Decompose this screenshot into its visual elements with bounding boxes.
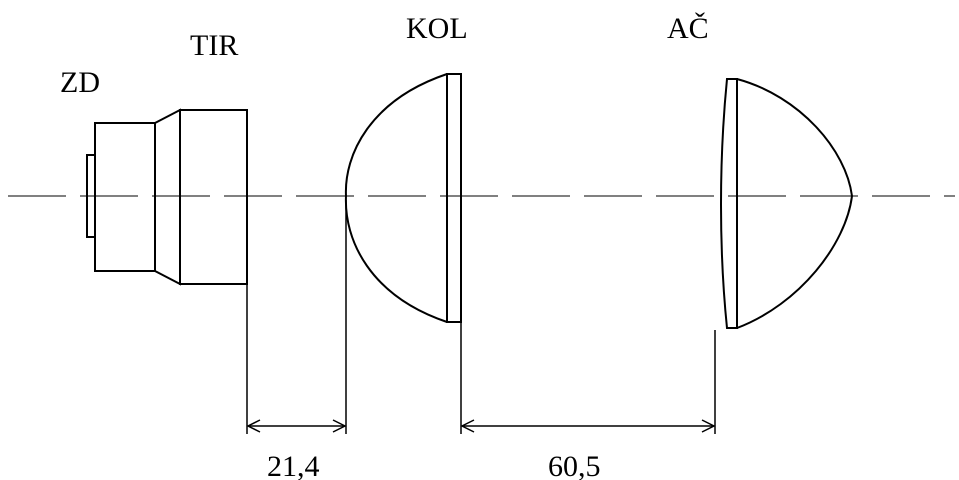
arrowhead-right bbox=[701, 419, 716, 433]
kol-flange bbox=[446, 73, 462, 323]
arrowhead-left bbox=[460, 419, 475, 433]
tir-body bbox=[179, 109, 248, 285]
zd-taper bbox=[154, 108, 181, 286]
label-zd: ZD bbox=[60, 66, 100, 99]
ac-convex-surface bbox=[736, 78, 854, 329]
label-ac: AČ bbox=[667, 12, 709, 45]
dimension-value-tir-kol: 21,4 bbox=[267, 450, 320, 480]
arrowhead-right bbox=[332, 419, 347, 433]
label-kol: KOL bbox=[406, 12, 468, 45]
dimension-line-tir-kol bbox=[246, 419, 347, 433]
arrowhead-left bbox=[246, 419, 261, 433]
zd-component bbox=[86, 108, 181, 286]
dimension-value-kol-ac: 60,5 bbox=[548, 450, 601, 480]
kol-convex-surface bbox=[344, 73, 448, 323]
label-tir: TIR bbox=[190, 29, 238, 62]
kol-lens bbox=[344, 73, 462, 323]
ac-lens bbox=[720, 78, 854, 329]
dimension-line-kol-ac bbox=[460, 419, 716, 433]
ac-front-element bbox=[720, 78, 738, 329]
tir-component bbox=[179, 109, 248, 285]
zd-body bbox=[94, 122, 156, 272]
